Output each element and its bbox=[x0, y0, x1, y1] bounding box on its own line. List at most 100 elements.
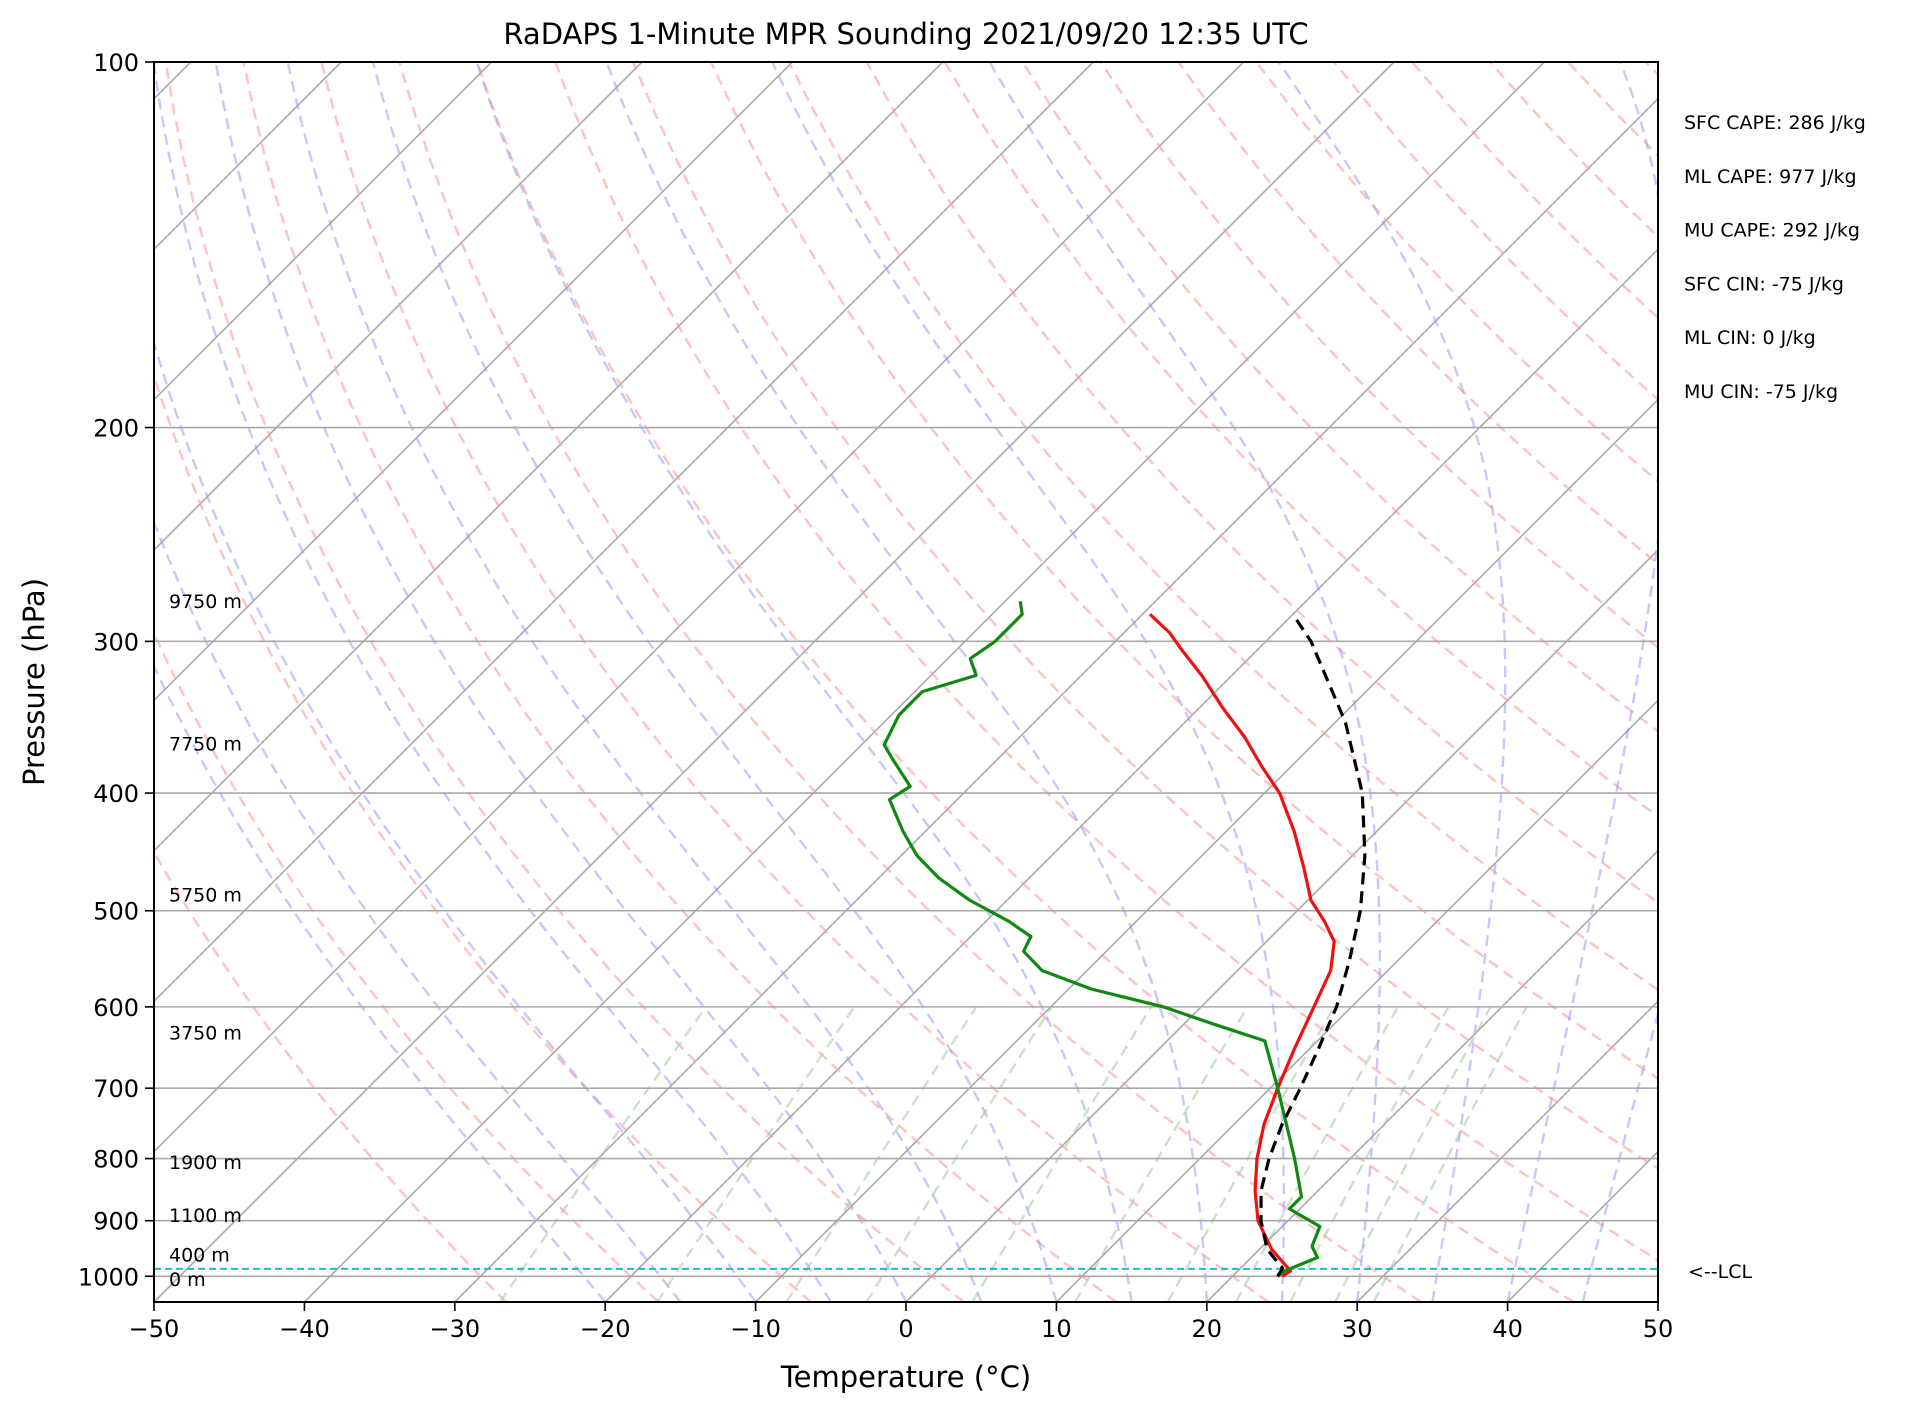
isotherm-line bbox=[1356, 1000, 1658, 1302]
isotherm-line bbox=[154, 62, 643, 552]
y-tick-label: 900 bbox=[93, 1208, 139, 1236]
height-label: 7750 m bbox=[169, 733, 242, 755]
height-label: 1900 m bbox=[169, 1152, 242, 1174]
y-tick-label: 1000 bbox=[78, 1263, 139, 1291]
mixing-ratio-line bbox=[1372, 1006, 1528, 1302]
isotherm-line bbox=[454, 97, 1658, 1302]
background-lines bbox=[154, 62, 1658, 1302]
x-tick-label: 50 bbox=[1643, 1315, 1674, 1343]
mixing-ratio-line bbox=[498, 1006, 707, 1302]
dewpoint-line bbox=[882, 600, 1322, 1278]
x-tick-label: 40 bbox=[1492, 1315, 1523, 1343]
stability-index-text: ML CIN: 0 J/kg bbox=[1684, 327, 1816, 349]
stability-index-text: ML CAPE: 977 J/kg bbox=[1684, 166, 1857, 188]
height-label: 400 m bbox=[169, 1245, 230, 1267]
dry-adiabat-line bbox=[554, 62, 1658, 1262]
isotherm-line bbox=[303, 62, 1545, 1302]
height-label: 9750 m bbox=[169, 591, 242, 613]
isotherm-line bbox=[604, 248, 1658, 1302]
lcl-line-group: <--LCL bbox=[154, 1261, 1752, 1283]
mixing-ratio-line bbox=[865, 1006, 1053, 1302]
height-label: 3750 m bbox=[169, 1023, 242, 1045]
moist-adiabat-line bbox=[1506, 62, 1658, 1302]
isotherm-line bbox=[154, 62, 493, 401]
y-tick-label: 100 bbox=[93, 49, 139, 77]
isotherm-line bbox=[154, 62, 793, 702]
dry-adiabat-line bbox=[164, 62, 965, 1302]
stability-index-text: MU CAPE: 292 J/kg bbox=[1684, 220, 1860, 242]
x-tick-label: −30 bbox=[429, 1315, 480, 1343]
height-label: 5750 m bbox=[169, 885, 242, 907]
isotherm-line bbox=[154, 62, 944, 852]
dry-adiabat-line bbox=[154, 372, 812, 1302]
moist-adiabat-line bbox=[371, 62, 1058, 1302]
moist-adiabat-line bbox=[154, 663, 607, 1302]
mixing-ratio-line bbox=[785, 1006, 978, 1302]
chart-title: RaDAPS 1-Minute MPR Sounding 2021/09/20 … bbox=[503, 17, 1308, 51]
dry-adiabat-line bbox=[154, 849, 507, 1302]
isotherm-line bbox=[154, 62, 1245, 1153]
height-labels: 9750 m 7750 m 5750 m 3750 m 1900 m 1100 m 400 … bbox=[169, 591, 242, 1291]
y-tick-label: 200 bbox=[93, 415, 139, 443]
dry-adiabat-line bbox=[1099, 62, 1658, 649]
moist-adiabat-line bbox=[214, 62, 908, 1302]
mixing-ratio-line bbox=[1234, 1006, 1399, 1302]
isotherm-line bbox=[1055, 699, 1658, 1302]
moist-adiabat-line bbox=[154, 338, 757, 1302]
dry-adiabat-line bbox=[242, 62, 1117, 1302]
moist-adiabat-line bbox=[605, 62, 1208, 1302]
stability-index-text: SFC CAPE: 286 J/kg bbox=[1684, 112, 1866, 134]
x-tick-label: −40 bbox=[279, 1315, 330, 1343]
mixing-ratio-line bbox=[1074, 1006, 1249, 1302]
dry-adiabat-line bbox=[398, 62, 1422, 1302]
y-tick-label: 800 bbox=[93, 1146, 139, 1174]
parcel-profile-line bbox=[1259, 613, 1367, 1278]
mixing-ratio-line bbox=[1166, 1006, 1336, 1302]
stability-index-text: MU CIN: -75 J/kg bbox=[1684, 381, 1838, 403]
x-tick-label: 0 bbox=[898, 1315, 913, 1343]
moist-adiabat-line bbox=[1277, 62, 1507, 1302]
dry-adiabat-line bbox=[709, 62, 1658, 1080]
moist-adiabat-line bbox=[154, 519, 682, 1302]
isotherm-line bbox=[755, 398, 1658, 1302]
x-axis-label: Temperature (°C) bbox=[780, 1360, 1031, 1394]
moist-adiabat-line bbox=[771, 62, 1285, 1302]
dry-adiabat-line bbox=[787, 62, 1658, 992]
dry-adiabat-line bbox=[320, 62, 1270, 1302]
height-label: 0 m bbox=[169, 1269, 206, 1291]
dry-adiabat-line bbox=[631, 62, 1658, 1171]
dry-adiabat-line bbox=[1021, 62, 1658, 733]
y-tick-label: 500 bbox=[93, 898, 139, 926]
moist-adiabat-line bbox=[154, 62, 832, 1302]
mixing-ratio-line bbox=[1334, 1006, 1492, 1302]
axis-ticks: −50 −40 −30 −20 −10 0 10 20 30 40 50 100 200 300 400 50… bbox=[78, 49, 1673, 1343]
height-label: 1100 m bbox=[169, 1205, 242, 1227]
isotherm-line bbox=[1206, 849, 1658, 1302]
stability-indices: SFC CAPE: 286 J/kg ML CAPE: 977 J/kg MU CA… bbox=[1684, 112, 1866, 403]
x-tick-label: −20 bbox=[580, 1315, 631, 1343]
x-tick-label: 20 bbox=[1192, 1315, 1223, 1343]
moist-adiabat-line bbox=[286, 62, 983, 1302]
dry-adiabat-line bbox=[865, 62, 1658, 905]
x-tick-label: −10 bbox=[730, 1315, 781, 1343]
x-tick-label: 10 bbox=[1041, 1315, 1072, 1343]
y-tick-label: 700 bbox=[93, 1075, 139, 1103]
y-axis-label: Pressure (hPa) bbox=[17, 578, 51, 786]
isotherm-line bbox=[905, 548, 1658, 1302]
stability-index-text: SFC CIN: -75 J/kg bbox=[1684, 273, 1844, 295]
y-tick-label: 300 bbox=[93, 628, 139, 656]
y-tick-label: 400 bbox=[93, 780, 139, 808]
x-tick-label: −50 bbox=[129, 1315, 180, 1343]
mixing-ratio-line bbox=[656, 1006, 856, 1302]
isotherm-line bbox=[154, 62, 1395, 1302]
mixing-ratio-line bbox=[971, 1006, 1153, 1302]
sounding-profiles bbox=[882, 600, 1367, 1278]
mixing-ratio-line bbox=[1289, 1006, 1450, 1302]
y-tick-label: 600 bbox=[93, 994, 139, 1022]
dry-adiabat-line bbox=[476, 62, 1575, 1302]
moist-adiabat-line bbox=[475, 62, 1133, 1302]
dry-adiabat-line bbox=[154, 630, 660, 1302]
x-tick-label: 30 bbox=[1342, 1315, 1373, 1343]
temperature-line bbox=[1148, 613, 1336, 1278]
